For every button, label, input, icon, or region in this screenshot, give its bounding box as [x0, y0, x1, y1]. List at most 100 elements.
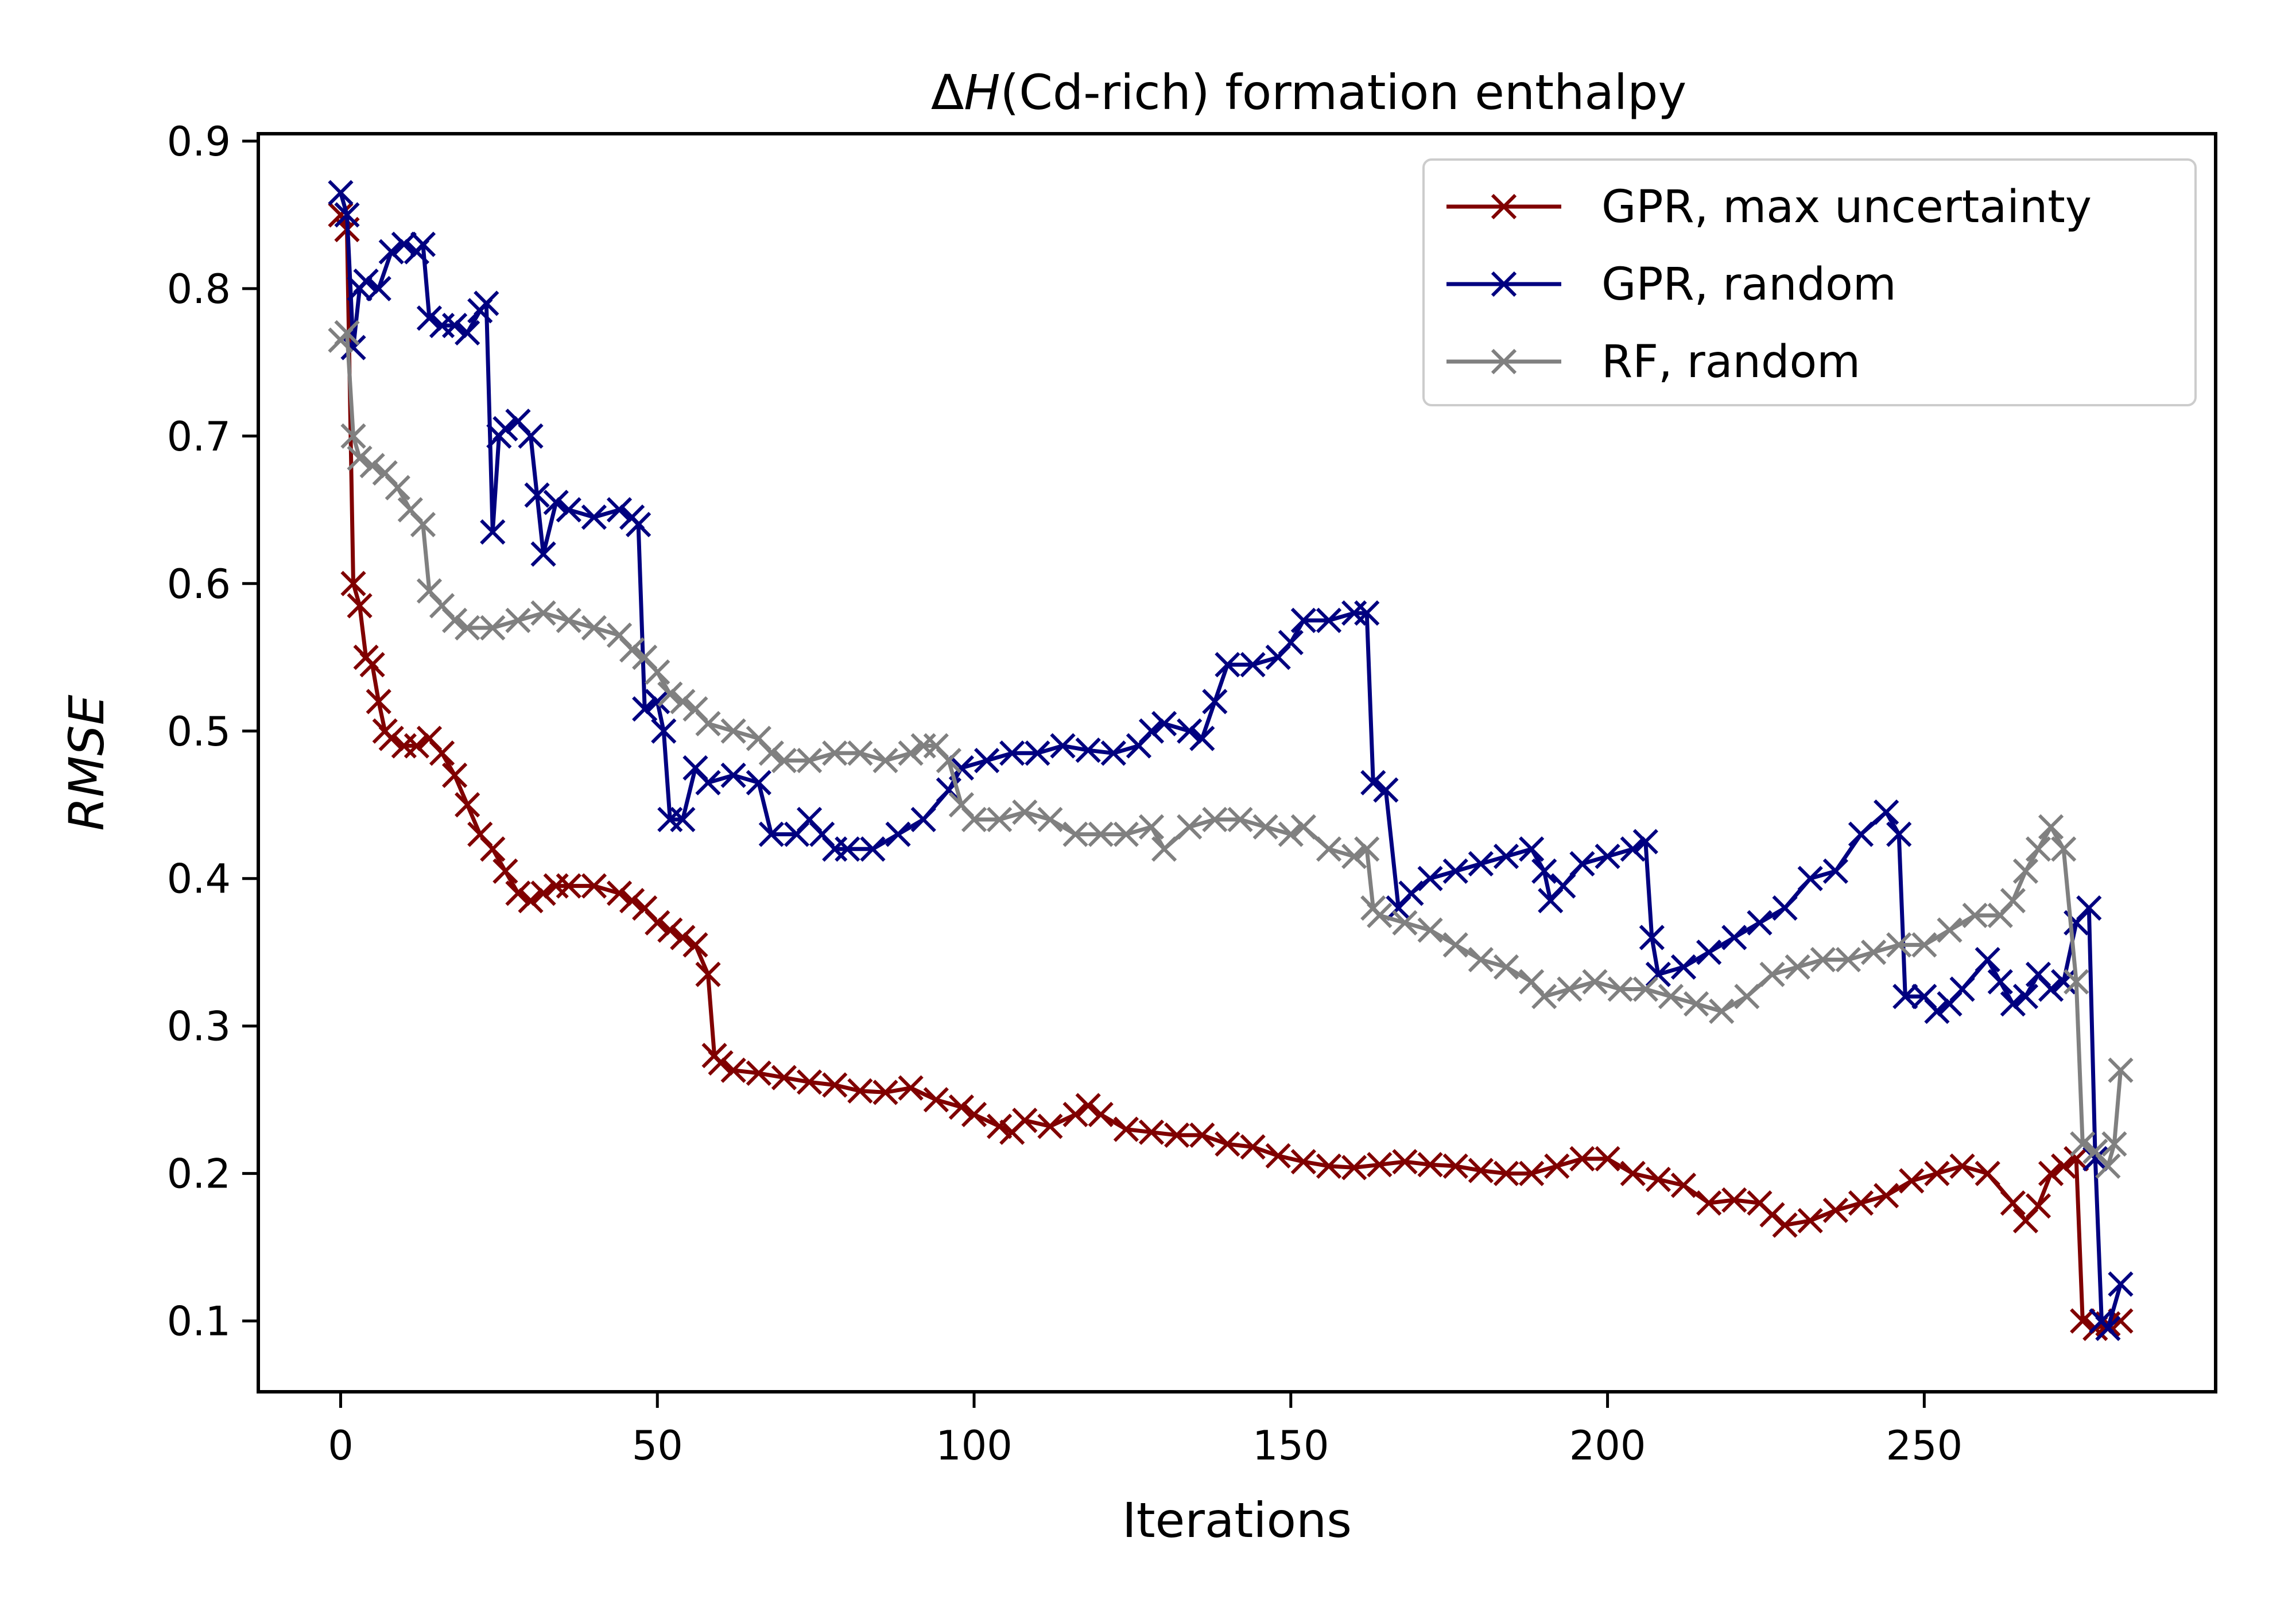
legend-marker: [1491, 271, 1517, 297]
data-point: [1810, 946, 1836, 973]
data-point: [492, 416, 518, 442]
data-point: [1316, 836, 1342, 862]
data-point: [1899, 1168, 1925, 1194]
data-point: [1607, 976, 1633, 1002]
data-point: [1252, 814, 1278, 840]
data-point: [1367, 1152, 1393, 1178]
data-point: [1062, 821, 1088, 847]
data-point: [1341, 844, 1367, 870]
data-point: [1278, 821, 1304, 847]
data-point: [657, 917, 683, 943]
data-point: [581, 873, 607, 899]
data-point: [720, 762, 746, 788]
data-point: [378, 725, 404, 751]
data-point: [1138, 1119, 1165, 1145]
data-point: [1138, 718, 1165, 744]
data-point: [1721, 1187, 1747, 1213]
data-point: [1398, 880, 1424, 906]
data-point: [518, 888, 544, 914]
data-point: [441, 607, 468, 634]
data-point: [2070, 1308, 2096, 1334]
y-tick-label: 0.7: [167, 413, 231, 460]
legend-marker: [1491, 193, 1517, 220]
data-point: [910, 733, 936, 759]
data-point: [670, 925, 696, 950]
data-point: [1987, 969, 2013, 995]
data-point: [1177, 814, 1203, 840]
x-tick-label: 50: [632, 1422, 683, 1469]
data-point: [1177, 718, 1203, 744]
data-point: [1468, 946, 1494, 973]
data-point: [1050, 733, 1076, 759]
data-point: [1582, 969, 1608, 995]
data-point: [2095, 1315, 2121, 1341]
data-point: [1151, 711, 1177, 737]
data-point: [441, 762, 468, 788]
x-axis-title: Iterations: [1122, 1492, 1352, 1548]
data-point: [1886, 821, 1912, 847]
data-point: [1924, 998, 1950, 1024]
data-point: [1442, 858, 1468, 884]
series-gpr-random: [328, 180, 2134, 1341]
data-point: [619, 888, 645, 914]
data-point: [1550, 873, 1576, 899]
data-point: [822, 740, 848, 766]
y-tick-label: 0.9: [167, 118, 231, 165]
data-point: [1822, 1197, 1848, 1224]
legend-label: GPR, random: [1601, 259, 1896, 310]
data-point: [1785, 954, 1810, 980]
data-point: [455, 320, 480, 346]
data-point: [1874, 1183, 1899, 1209]
data-point: [695, 770, 721, 795]
data-point: [530, 541, 556, 567]
data-point: [1202, 689, 1228, 715]
data-point: [1240, 1134, 1266, 1160]
data-point: [1417, 1152, 1443, 1178]
data-point: [2000, 991, 2026, 1017]
data-point: [1645, 1166, 1671, 1193]
y-tick-label: 0.4: [167, 856, 231, 903]
data-point: [1949, 1153, 1975, 1179]
data-point: [581, 504, 607, 530]
data-point: [885, 821, 911, 847]
data-point: [1341, 600, 1367, 626]
data-point: [581, 615, 607, 641]
data-point: [1493, 1160, 1519, 1186]
data-point: [340, 570, 366, 596]
data-point: [1886, 932, 1912, 958]
y-tick-label: 0.5: [167, 708, 231, 755]
data-point: [480, 836, 506, 862]
data-point: [1975, 1160, 2000, 1186]
data-point: [1569, 1146, 1595, 1172]
data-point: [1696, 1190, 1722, 1216]
data-point: [2051, 969, 2077, 995]
data-point: [1316, 607, 1342, 634]
data-point: [1088, 1101, 1114, 1128]
y-tick-label: 0.8: [167, 266, 231, 313]
data-point: [2064, 1146, 2089, 1172]
data-point: [872, 748, 898, 774]
data-point: [1265, 1143, 1291, 1169]
data-point: [1392, 910, 1418, 936]
y-tick-label: 0.6: [167, 561, 231, 608]
x-tick-label: 250: [1886, 1422, 1963, 1469]
data-point: [847, 1078, 873, 1104]
data-point: [334, 202, 360, 228]
data-point: [910, 806, 936, 833]
data-point: [404, 733, 430, 759]
y-tick-label: 0.3: [167, 1003, 231, 1050]
data-point: [474, 290, 499, 316]
data-point: [505, 607, 531, 634]
data-point: [378, 239, 404, 265]
data-point: [391, 231, 417, 257]
data-point: [1215, 1131, 1240, 1157]
data-point: [1962, 902, 1988, 929]
data-point: [1860, 940, 1887, 965]
data-point: [2000, 888, 2026, 914]
data-point: [1531, 984, 1557, 1010]
legend-entry: GPR, max uncertainty: [1446, 181, 2092, 233]
data-point: [695, 711, 721, 737]
data-point: [682, 932, 708, 958]
data-point: [796, 748, 823, 774]
data-point: [1797, 865, 1823, 891]
